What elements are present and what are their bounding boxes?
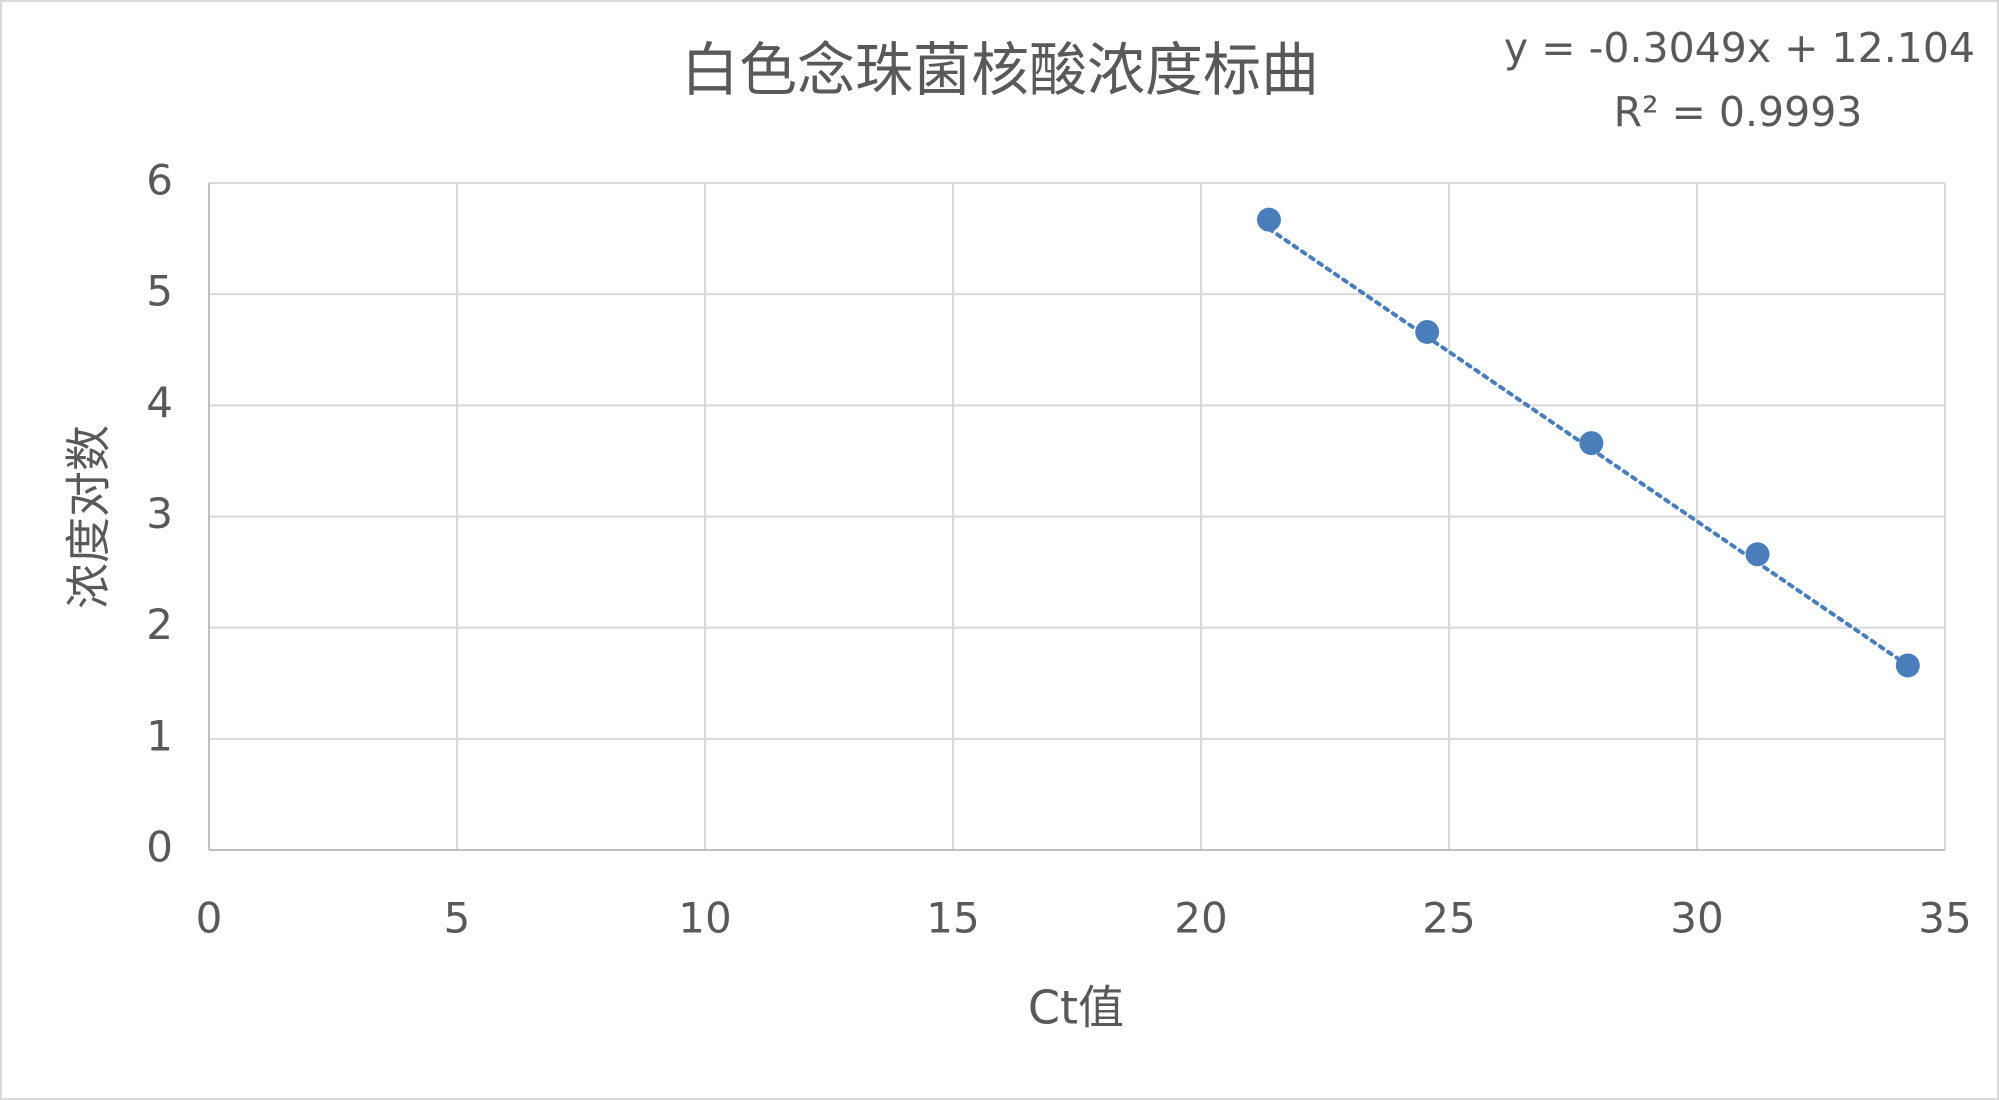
data-point [1415,319,1440,344]
y-tick-label: 0 [146,823,173,872]
trendline [1266,226,1910,668]
data-point [1579,431,1604,456]
data-point [1895,653,1920,678]
x-tick-label: 10 [678,894,731,943]
x-tick-label: 20 [1174,894,1227,943]
y-tick-label: 4 [146,378,173,427]
y-tick-label: 1 [146,711,173,760]
x-tick-label: 30 [1670,894,1723,943]
chart-title: 白色念珠菌核酸浓度标曲 [681,36,1319,104]
y-axis-title: 浓度对数 [62,425,116,609]
x-axis-title: Ct值 [1028,981,1124,1035]
y-tick-label: 3 [146,489,173,538]
x-tick-label: 0 [196,894,223,943]
y-tick-label: 5 [146,267,173,316]
x-tick-label: 25 [1422,894,1475,943]
x-tick-label: 5 [444,894,471,943]
x-tick-label: 15 [926,894,979,943]
r-squared: R² = 0.9993 [1614,88,1863,136]
y-tick-label: 6 [146,156,173,205]
x-tick-label: 35 [1918,894,1971,943]
data-point [1256,207,1281,232]
trendline-equation: y = -0.3049x + 12.104 [1504,24,1975,72]
data-point [1745,542,1770,567]
y-tick-label: 2 [146,600,173,649]
